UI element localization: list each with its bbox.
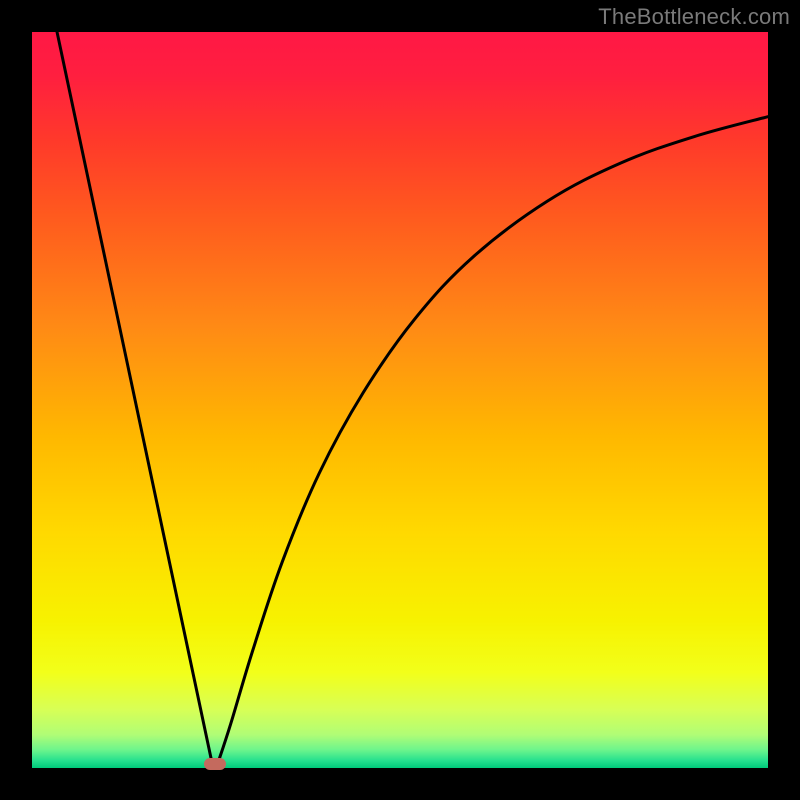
watermark-text: TheBottleneck.com <box>598 4 790 30</box>
minimum-marker <box>204 758 226 770</box>
curve <box>32 32 768 768</box>
chart-frame: TheBottleneck.com <box>0 0 800 800</box>
plot-area <box>32 32 768 768</box>
